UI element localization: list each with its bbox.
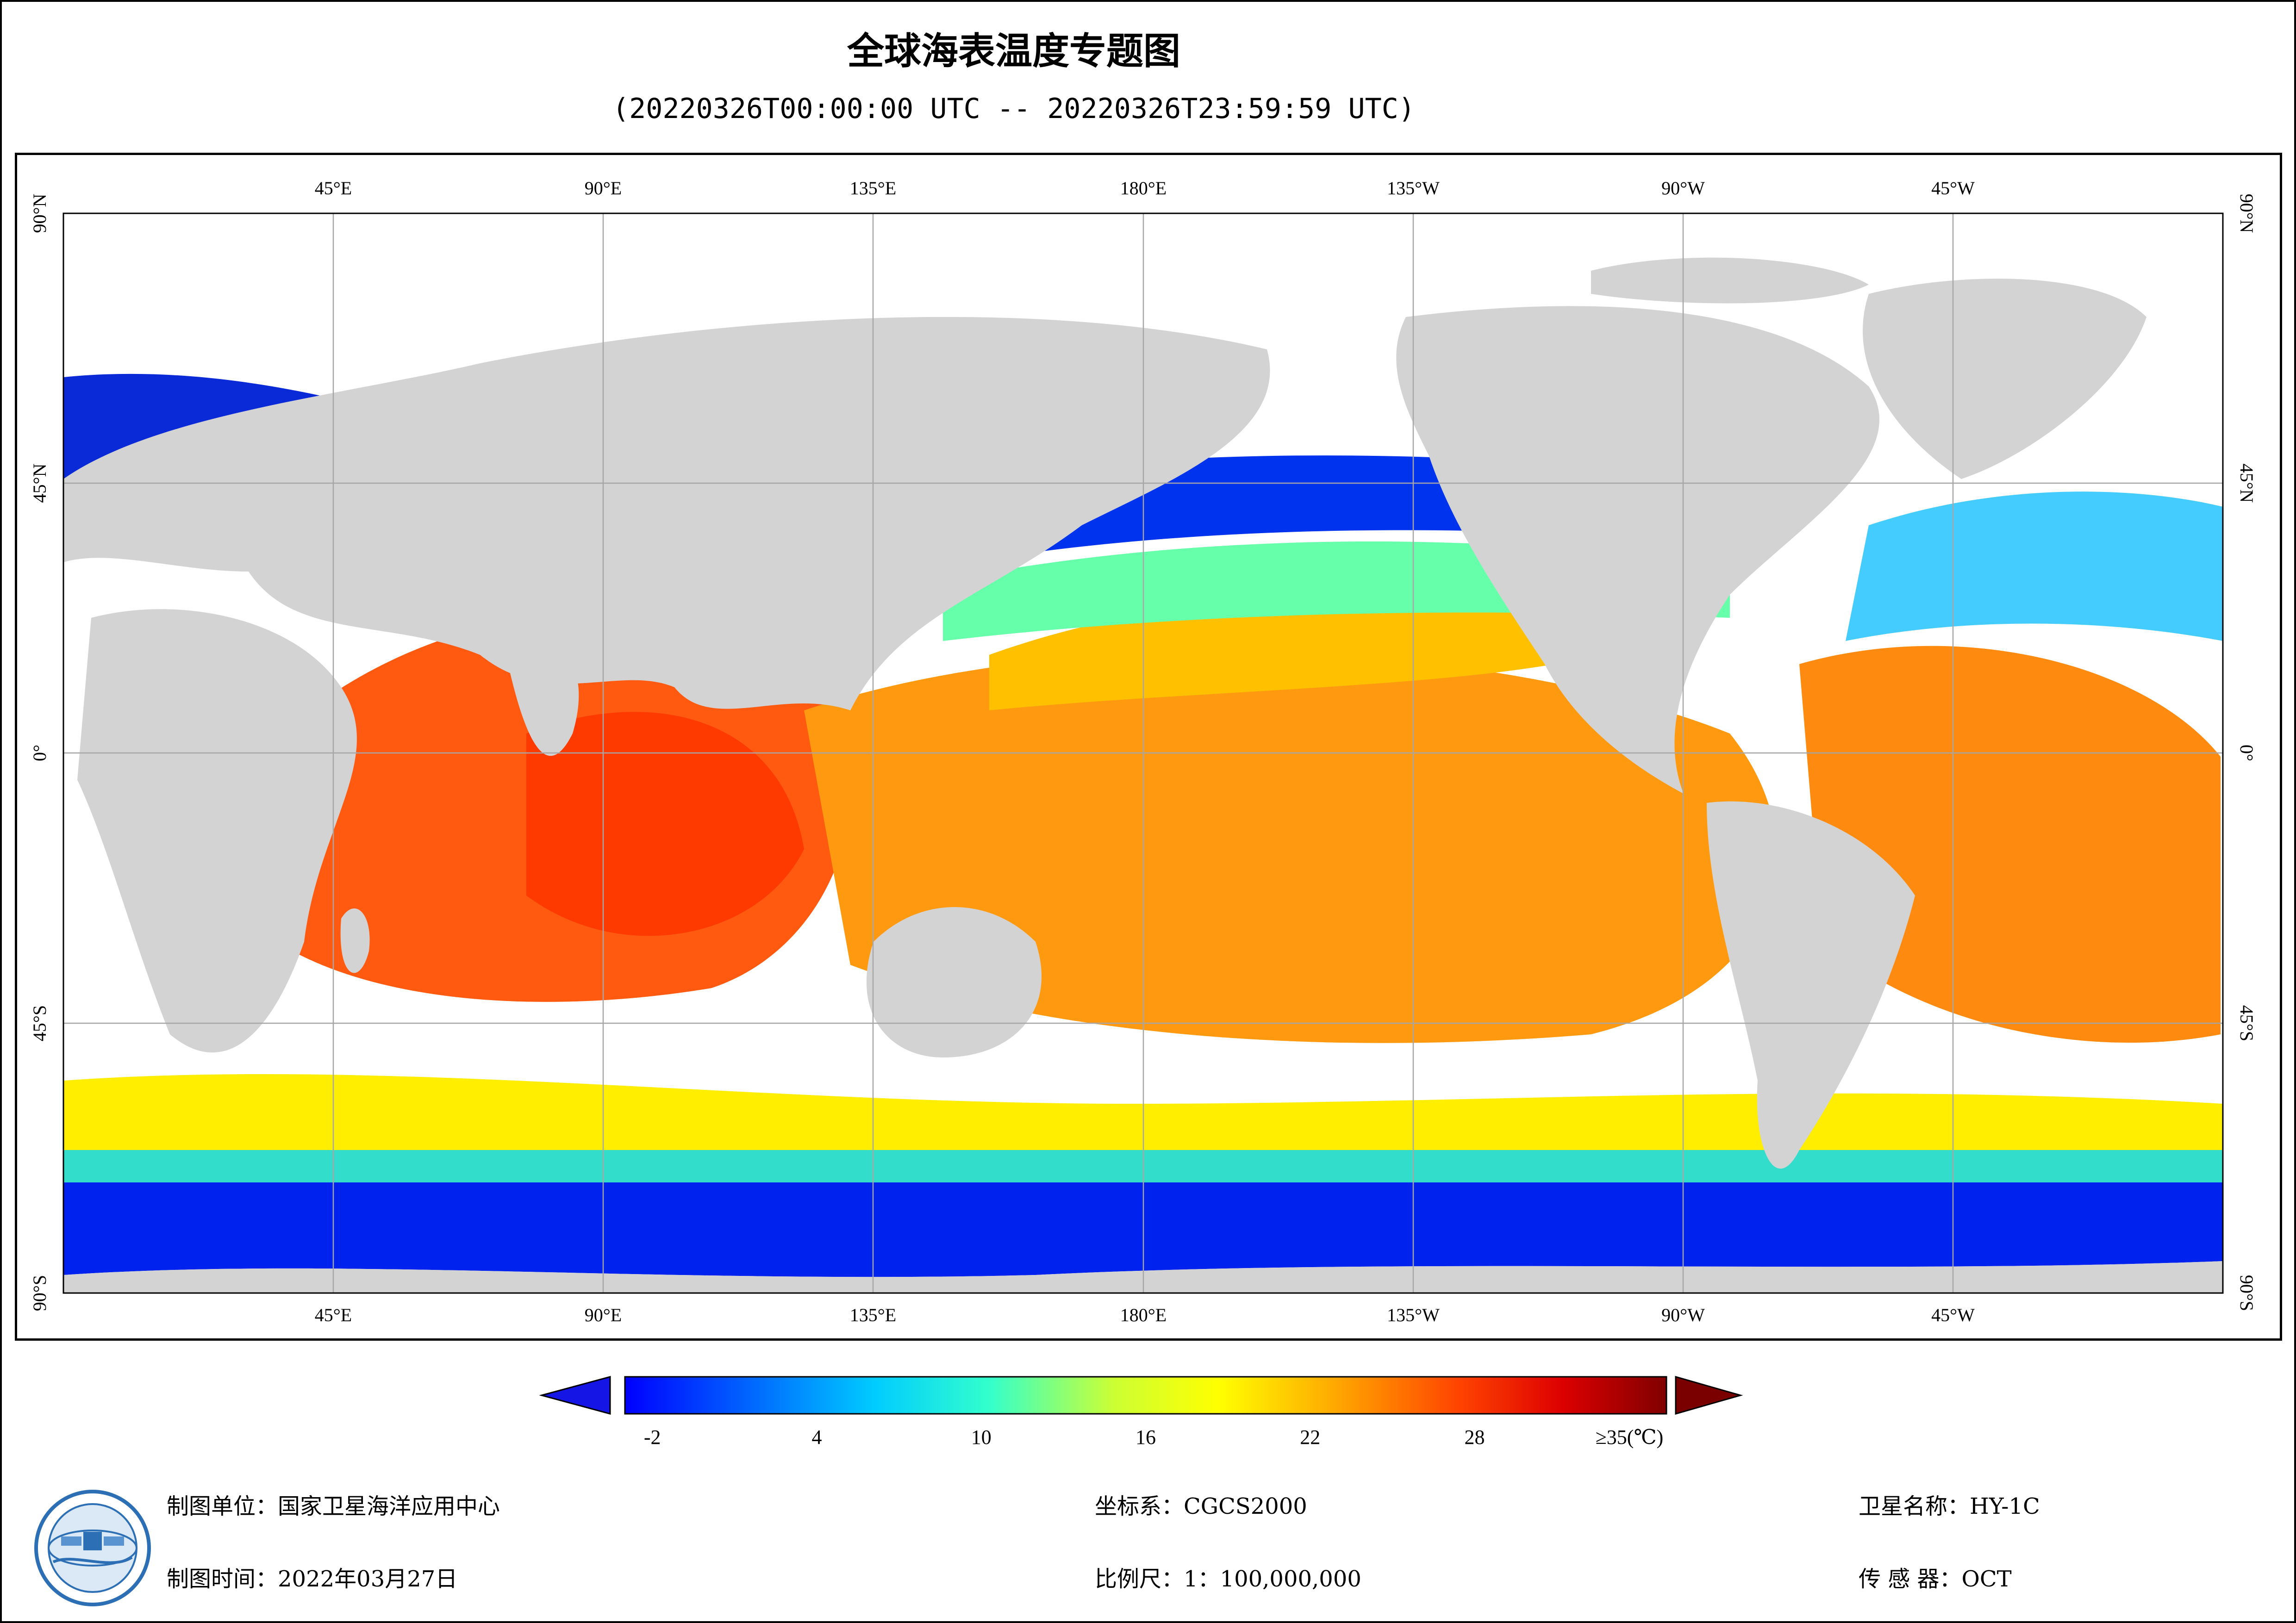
colorbar-tick-labels: -2 4 10 16 22 28 ≥35(℃) — [644, 1426, 1663, 1449]
map-time-range: (20220326T00:00:00 UTC -- 20220326T23:59… — [612, 93, 1415, 125]
land-north-america — [1396, 306, 1879, 794]
map-scale: 比例尺：1：100,000,000 — [1095, 1566, 1361, 1592]
land-greenland — [1862, 279, 2146, 479]
land-india — [503, 637, 579, 756]
land-madagascar — [340, 908, 370, 973]
satellite-name: 卫星名称：HY-1C — [1859, 1493, 2040, 1519]
colorbar-tick-label: 16 — [1136, 1426, 1156, 1449]
map-neatline — [62, 212, 2224, 1294]
sst-band-n-atlantic — [1846, 491, 2223, 641]
lat-label-left: 45°S — [29, 1005, 50, 1041]
map-frame: 45°E 90°E 135°E 180°E 135°W 90°W 45°W 45… — [15, 153, 2282, 1341]
colorbar-tick-label: -2 — [644, 1426, 661, 1449]
lon-label-bottom: 90°E — [585, 1305, 622, 1325]
lon-labels-top: 45°E 90°E 135°E 180°E 135°W 90°W 45°W — [315, 178, 1975, 199]
lat-labels-right: 90°N 45°N 0° 45°S 90°S — [2236, 194, 2257, 1312]
colorbar-tick-label: 28 — [1465, 1426, 1485, 1449]
coordinate-system: 坐标系：CGCS2000 — [1095, 1493, 1307, 1519]
map-title: 全球海表温度专题图 — [847, 30, 1180, 73]
colorbar-tick-label: ≥35(℃) — [1596, 1426, 1664, 1449]
sst-band-indian-red — [526, 712, 804, 936]
land-arctic-islands — [1591, 257, 1869, 304]
land-masses — [63, 257, 2223, 1293]
lat-label-left: 0° — [29, 745, 50, 761]
mapping-unit: 制图单位：国家卫星海洋应用中心 — [167, 1493, 500, 1519]
lon-label-top: 135°W — [1387, 178, 1440, 199]
lon-label-top: 90°W — [1661, 178, 1705, 199]
lat-label-left: 45°N — [29, 464, 50, 503]
lat-label-right: 90°S — [2236, 1275, 2257, 1311]
colorbar-over-arrow — [1675, 1376, 1743, 1415]
lon-label-bottom: 45°W — [1931, 1305, 1975, 1325]
nsoas-logo-icon — [34, 1490, 151, 1606]
colorbar-gradient — [624, 1376, 1667, 1415]
land-africa — [77, 609, 357, 1053]
lon-label-bottom: 90°W — [1661, 1305, 1705, 1325]
lon-label-top: 180°E — [1120, 178, 1167, 199]
lon-label-bottom: 180°E — [1120, 1305, 1167, 1325]
sensor-name: 传 感 器：OCT — [1859, 1566, 2012, 1592]
land-australia — [866, 907, 1042, 1057]
lat-label-right: 90°N — [2236, 194, 2257, 233]
lon-label-top: 45°W — [1931, 178, 1975, 199]
map-canvas: 45°E 90°E 135°E 180°E 135°W 90°W 45°W 45… — [29, 178, 2257, 1325]
land-south-america — [1707, 801, 1915, 1169]
land-eurasia — [63, 317, 1270, 710]
lon-label-bottom: 135°W — [1387, 1305, 1440, 1325]
colorbar-tick-label: 22 — [1300, 1426, 1320, 1449]
sst-band-subtropic-n — [989, 596, 1637, 710]
graticule — [63, 213, 2223, 1293]
lon-label-bottom: 45°E — [315, 1305, 352, 1325]
colorbar-tick-label: 4 — [811, 1426, 822, 1449]
colorbar-tick-label: 10 — [971, 1426, 992, 1449]
lon-labels-bottom: 45°E 90°E 135°E 180°E 135°W 90°W 45°W — [315, 1305, 1975, 1325]
sst-band-atlantic — [1799, 646, 2221, 1043]
lon-label-top: 90°E — [585, 178, 622, 199]
lon-label-top: 135°E — [850, 178, 896, 199]
lon-label-bottom: 135°E — [850, 1305, 896, 1325]
colorbar: -2 4 10 16 22 28 ≥35(℃) — [539, 1376, 1743, 1449]
lat-label-left: 90°S — [29, 1275, 50, 1311]
lat-label-right: 0° — [2236, 745, 2257, 761]
mapping-time: 制图时间：2022年03月27日 — [167, 1566, 458, 1592]
lat-label-right: 45°S — [2236, 1005, 2257, 1041]
colorbar-under-arrow — [539, 1376, 611, 1415]
lat-labels-left: 90°N 45°N 0° 45°S 90°S — [29, 194, 50, 1312]
lon-label-top: 45°E — [315, 178, 352, 199]
sst-band-pacific — [804, 651, 1776, 1043]
lat-label-right: 45°N — [2236, 464, 2257, 503]
lat-label-left: 90°N — [29, 194, 50, 233]
